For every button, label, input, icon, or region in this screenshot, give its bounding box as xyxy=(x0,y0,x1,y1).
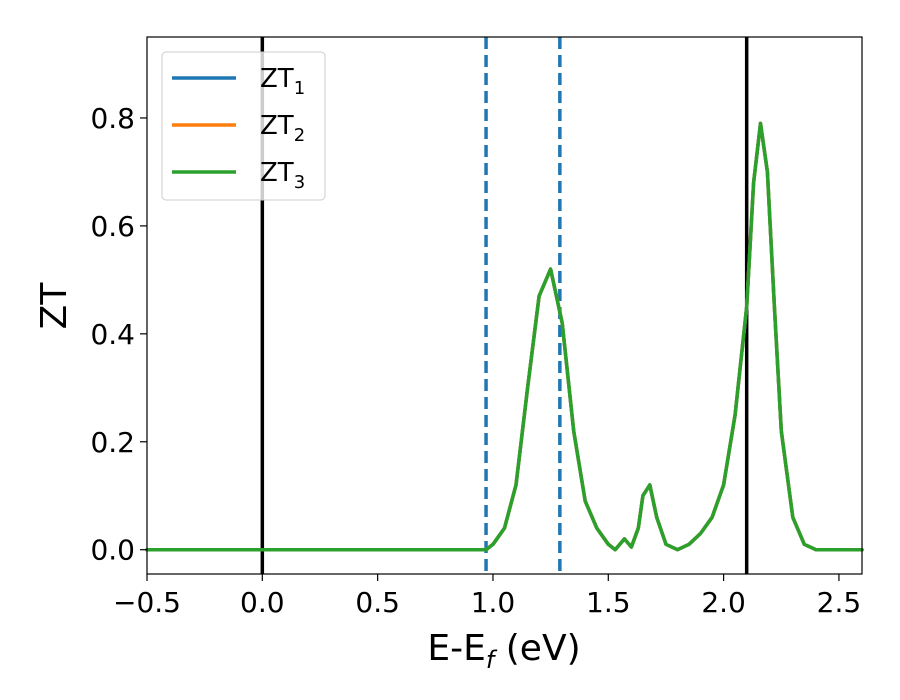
y-tick-label: 0.0 xyxy=(90,534,135,567)
x-axis-label: E-Ef (eV) xyxy=(427,628,580,674)
x-tick-label: 1.0 xyxy=(471,586,516,619)
y-tick-label: 0.8 xyxy=(90,102,135,135)
y-axis-label: ZT xyxy=(34,282,75,330)
reference-lines xyxy=(260,37,749,574)
y-tick-label: 0.2 xyxy=(90,426,135,459)
y-tick-label: 0.4 xyxy=(90,318,135,351)
legend: ZT1 ZT2 ZT3 xyxy=(161,51,326,201)
series-line-zt3 xyxy=(145,121,864,552)
x-tick-label: 0.0 xyxy=(240,586,285,619)
x-tick-label: 0.5 xyxy=(355,586,400,619)
legend-label-zt2: ZT2 xyxy=(260,111,305,146)
legend-label-zt3: ZT3 xyxy=(260,158,305,193)
x-axis-label-main: E-E xyxy=(427,628,485,669)
series-lines xyxy=(145,121,864,552)
x-tick-label: 2.5 xyxy=(817,586,862,619)
x-tick-label: 1.5 xyxy=(586,586,631,619)
legend-box xyxy=(161,51,326,201)
x-axis-ticks: −0.5 0.0 0.5 1.0 1.5 2.0 2.5 xyxy=(113,574,861,619)
y-tick-label: 0.6 xyxy=(90,210,135,243)
plot-frame xyxy=(146,36,863,575)
y-axis-ticks: 0.0 0.2 0.4 0.6 0.8 xyxy=(90,102,147,567)
x-axis-label-unit: (eV) xyxy=(494,628,580,669)
x-tick-label: 2.0 xyxy=(701,586,746,619)
legend-label-zt1: ZT1 xyxy=(260,64,305,99)
x-tick-label: −0.5 xyxy=(113,586,181,619)
